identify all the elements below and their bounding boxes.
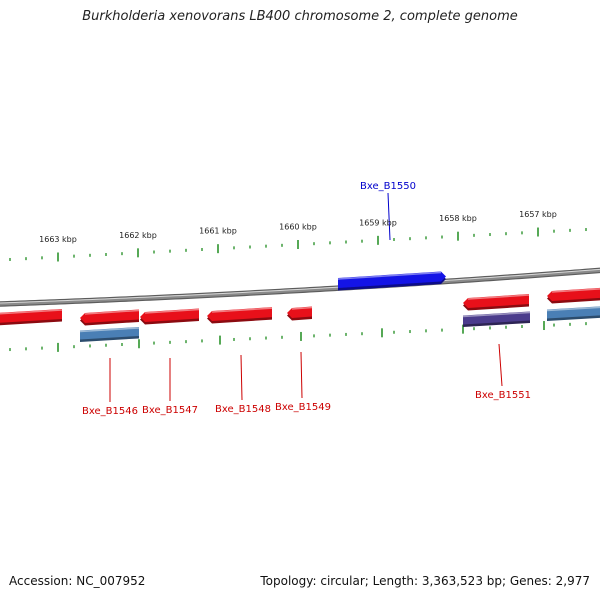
gene-Bxe_B1550[interactable] bbox=[337, 271, 446, 291]
scale-label: 1658 kbp bbox=[439, 214, 477, 223]
chromosome-backbone bbox=[0, 267, 600, 307]
gene-right-edge-highlight bbox=[551, 288, 600, 293]
scale-label: 1663 kbp bbox=[39, 235, 77, 244]
gene-Bxe_B1548[interactable] bbox=[207, 307, 273, 324]
gene-Bxe_B1546-highlight bbox=[84, 309, 140, 315]
gene-label-Bxe_B1549[interactable]: Bxe_B1549 bbox=[275, 402, 331, 413]
label-leader-line bbox=[300, 351, 303, 399]
gene-Bxe_B1547[interactable] bbox=[140, 308, 200, 325]
gene-labels: Bxe_B1546 Bxe_B1547 Bxe_B1548 Bxe_B1549 Bxe_… bbox=[82, 181, 531, 417]
scale-label: 1661 kbp bbox=[199, 227, 237, 236]
gene-Bxe_B1546[interactable] bbox=[80, 309, 140, 326]
gene-right-edge[interactable] bbox=[547, 287, 600, 304]
scale-label: 1659 kbp bbox=[359, 218, 397, 227]
gene-left-edge-highlight bbox=[0, 309, 63, 315]
scale-label: 1660 kbp bbox=[279, 223, 317, 232]
feature-purple-1-body bbox=[463, 311, 530, 325]
genome-summary-text: Topology: circular; Length: 3,363,523 bp… bbox=[260, 574, 590, 588]
backbone-highlight bbox=[0, 268, 600, 304]
gene-Bxe_B1547-highlight bbox=[144, 308, 200, 314]
gene-label-Bxe_B1548[interactable]: Bxe_B1548 bbox=[215, 404, 271, 415]
scale-ticks bbox=[9, 227, 587, 352]
feature-steel-2[interactable] bbox=[546, 306, 600, 321]
gene-Bxe_B1549-highlight bbox=[291, 306, 313, 310]
gene-Bxe_B1551[interactable] bbox=[463, 294, 530, 311]
scale-labels: 1663 kbp 1662 kbp 1661 kbp 1660 kbp 1659 kbp… bbox=[39, 210, 557, 244]
gene-label-Bxe_B1551[interactable]: Bxe_B1551 bbox=[475, 390, 531, 401]
label-leaders bbox=[109, 192, 503, 402]
scale-label: 1662 kbp bbox=[119, 231, 157, 240]
gene-left-edge[interactable] bbox=[0, 309, 63, 326]
gene-Bxe_B1549[interactable] bbox=[287, 306, 313, 321]
label-leader-line bbox=[387, 192, 391, 241]
gene-label-Bxe_B1546[interactable]: Bxe_B1546 bbox=[82, 406, 138, 417]
feature-purple-1-highlight bbox=[462, 311, 531, 318]
gene-label-Bxe_B1547[interactable]: Bxe_B1547 bbox=[142, 405, 198, 416]
label-leader-line bbox=[498, 343, 503, 387]
feature-steel-1[interactable] bbox=[79, 326, 140, 342]
gene-Bxe_B1551-highlight bbox=[467, 294, 530, 300]
feature-steel-2-highlight bbox=[546, 306, 600, 312]
feature-purple-1[interactable] bbox=[462, 311, 531, 327]
gene-label-Bxe_B1550[interactable]: Bxe_B1550 bbox=[360, 181, 416, 192]
scale-label: 1657 kbp bbox=[519, 210, 557, 219]
gene-Bxe_B1550-body bbox=[338, 271, 446, 288]
gene-Bxe_B1548-highlight bbox=[211, 307, 273, 313]
label-leader-line bbox=[240, 354, 243, 401]
gene-Bxe_B1550-highlight bbox=[337, 271, 442, 280]
backbone-line bbox=[0, 268, 600, 306]
feature-steel-1-highlight bbox=[79, 327, 140, 333]
gene-features bbox=[0, 271, 600, 342]
accession-text: Accession: NC_007952 bbox=[9, 574, 146, 588]
map-title: Burkholderia xenovorans LB400 chromosome… bbox=[82, 9, 518, 24]
